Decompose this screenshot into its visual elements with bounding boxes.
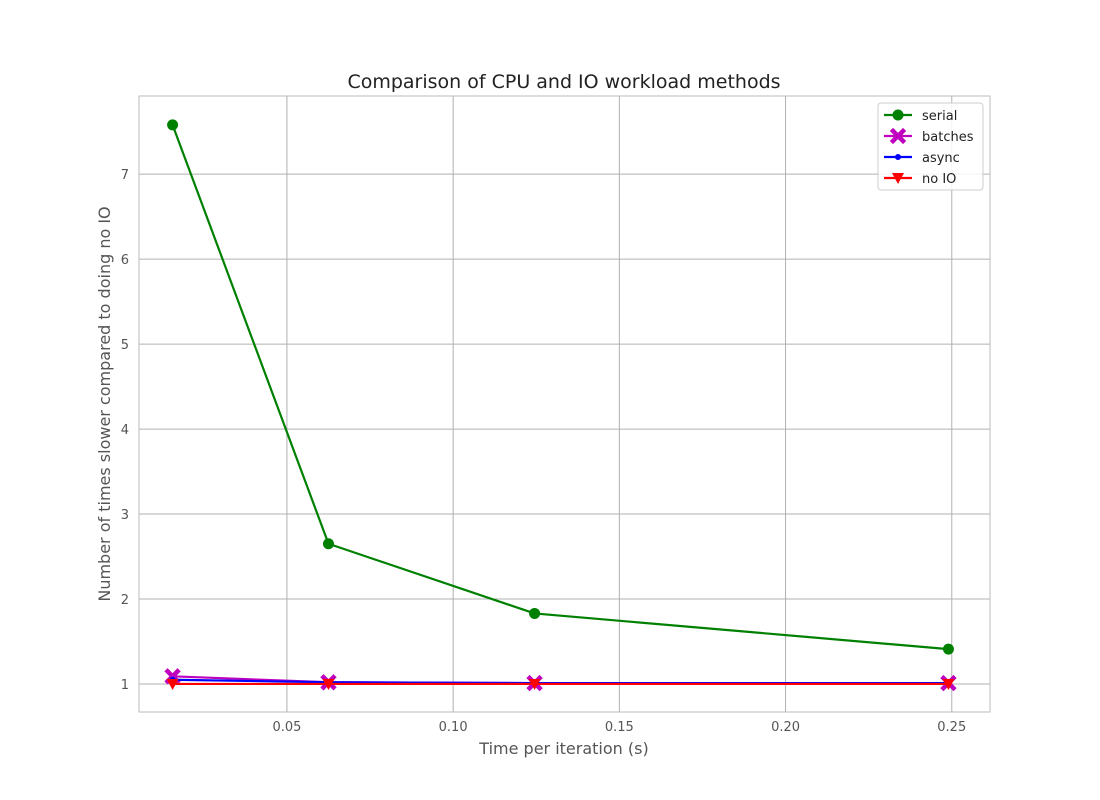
data-point-no-io xyxy=(528,678,541,690)
series-serial xyxy=(167,119,954,655)
y-axis-label: Number of times slower compared to doing… xyxy=(95,206,114,601)
data-point-serial xyxy=(942,643,954,655)
x-tick-label: 0.05 xyxy=(272,720,301,735)
legend-label: no IO xyxy=(922,172,956,187)
y-tick-label: 4 xyxy=(121,423,129,438)
legend: serial batches async no IO xyxy=(877,102,984,191)
chart-title: Comparison of CPU and IO workload method… xyxy=(347,71,780,93)
data-point-serial xyxy=(529,607,541,619)
data-point-no-io xyxy=(166,678,179,690)
data-point-serial xyxy=(322,538,334,550)
plot-frame xyxy=(138,95,991,713)
legend-label: batches xyxy=(922,130,974,145)
y-tick-label: 3 xyxy=(121,508,129,523)
legend-entry-no-io: no IO xyxy=(884,172,956,187)
data-point-no-io xyxy=(942,678,955,690)
series-no-io xyxy=(166,678,955,690)
y-tick-label: 2 xyxy=(121,593,129,608)
series-layer xyxy=(164,119,957,692)
legend-label: serial xyxy=(922,109,957,124)
grid-lines xyxy=(139,96,990,712)
y-tick-label: 6 xyxy=(121,253,129,268)
legend-marker xyxy=(889,127,907,145)
legend-marker xyxy=(892,109,904,121)
y-axis-ticks: 1 2 3 4 5 6 7 xyxy=(121,168,129,693)
legend-entry-serial: serial xyxy=(884,109,957,124)
legend-entry-batches: batches xyxy=(884,127,974,145)
y-tick-label: 5 xyxy=(121,338,129,353)
legend-box xyxy=(877,102,984,191)
series-line-serial xyxy=(171,124,949,651)
legend-entry-async: async xyxy=(884,151,960,166)
legend-marker xyxy=(895,154,901,160)
y-tick-label: 1 xyxy=(121,678,129,693)
data-point-no-io xyxy=(322,678,335,690)
legend-marker xyxy=(892,173,904,184)
x-tick-label: 0.15 xyxy=(605,720,634,735)
y-tick-label: 7 xyxy=(121,168,129,183)
legend-label: async xyxy=(922,151,960,166)
x-tick-label: 0.10 xyxy=(439,720,468,735)
x-tick-label: 0.20 xyxy=(771,720,800,735)
x-axis-label: Time per iteration (s) xyxy=(478,739,648,758)
x-axis-ticks: 0.05 0.10 0.15 0.20 0.25 xyxy=(272,720,966,735)
x-tick-label: 0.25 xyxy=(937,720,966,735)
data-point-serial xyxy=(167,119,179,131)
